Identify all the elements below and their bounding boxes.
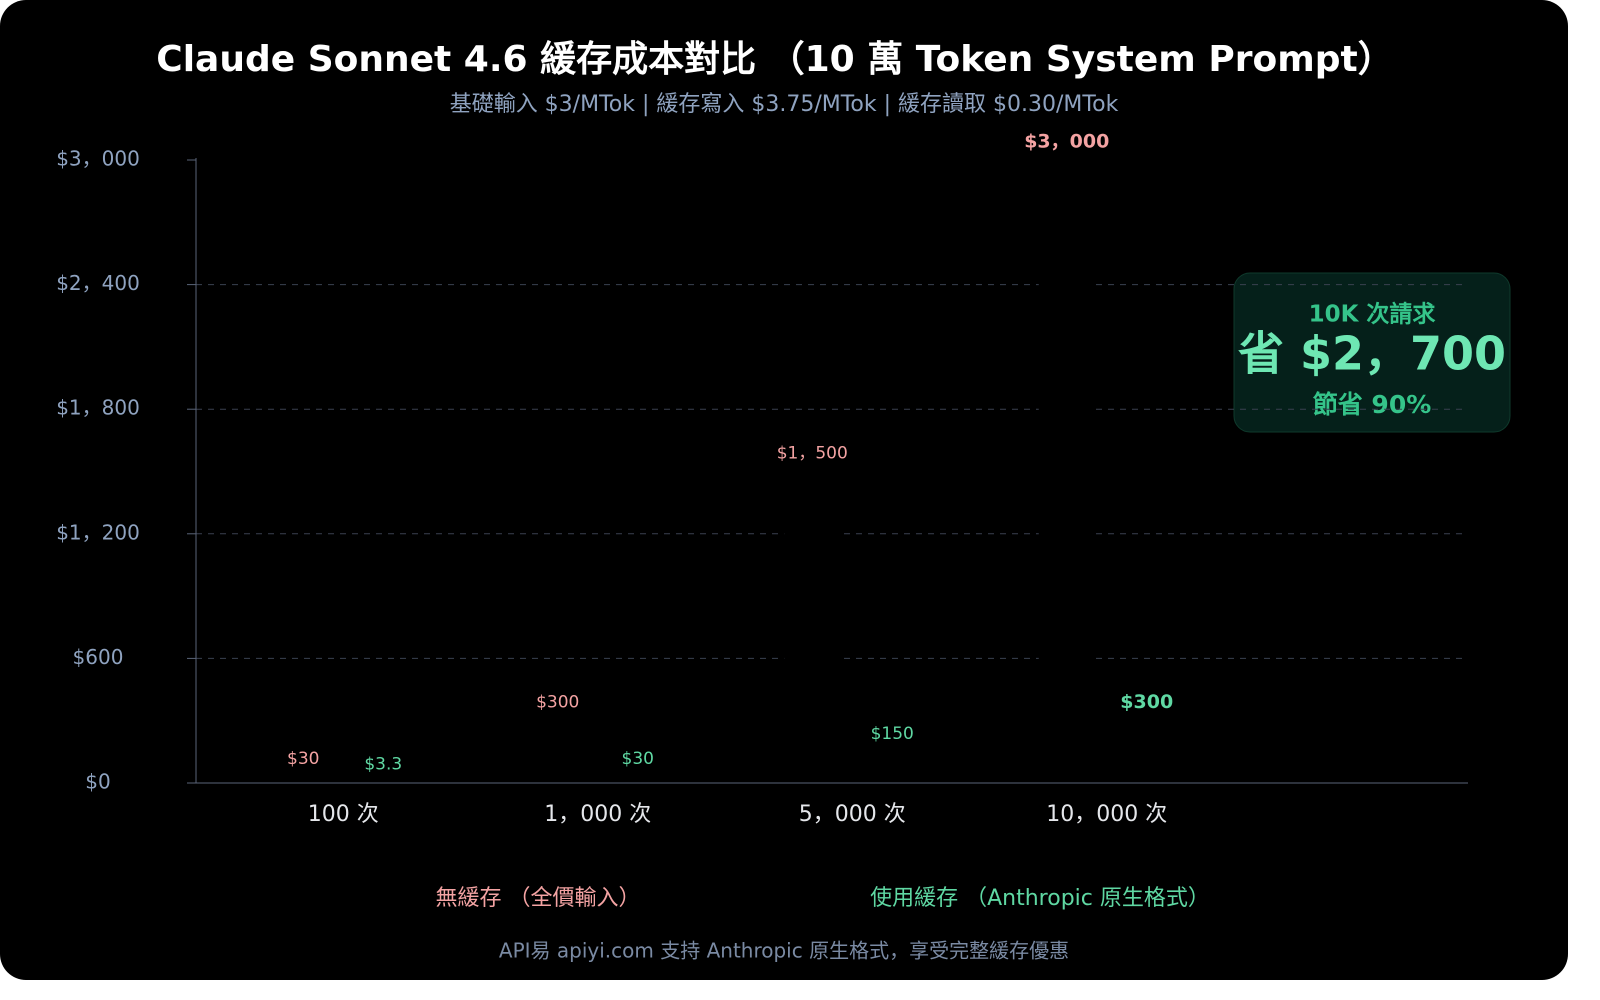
- value-label: $30: [622, 749, 654, 769]
- footer: API易 apiyi.com 支持 Anthropic 原生格式，享受完整緩存優…: [499, 939, 1069, 963]
- bar: [1038, 160, 1095, 783]
- value-label: $300: [1120, 691, 1173, 713]
- value-label: $1，500: [777, 444, 848, 464]
- bar: [864, 751, 921, 783]
- value-label: $300: [536, 693, 579, 713]
- chart-frame: Claude Sonnet 4.6 緩存成本對比 （10 萬 Token Sys…: [0, 0, 1568, 980]
- x-tick-label: 5，000 次: [799, 802, 906, 827]
- value-label: $3，000: [1024, 131, 1109, 153]
- chart-title: Claude Sonnet 4.6 緩存成本對比 （10 萬 Token Sys…: [156, 39, 1393, 80]
- y-tick-label: $1，200: [56, 520, 140, 544]
- bar: [784, 471, 841, 783]
- annotation-line: 節省 90%: [1313, 390, 1432, 419]
- bar: [1118, 720, 1175, 783]
- bar: [609, 776, 666, 783]
- y-tick-label: $0: [85, 770, 110, 794]
- y-tick-label: $3，000: [56, 147, 140, 171]
- legend-label: 使用緩存 （Anthropic 原生格式）: [870, 886, 1210, 911]
- value-label: $3.3: [364, 754, 402, 774]
- annotation-box: [1233, 272, 1511, 433]
- y-tick-label: $1，800: [56, 396, 140, 420]
- chart: Claude Sonnet 4.6 緩存成本對比 （10 萬 Token Sys…: [56, 39, 1511, 963]
- annotation-line: 10K 次請求: [1309, 301, 1436, 328]
- x-tick-label: 100 次: [308, 802, 379, 827]
- bar: [275, 776, 332, 783]
- y-tick-label: $600: [73, 645, 124, 669]
- y-tick-label: $2，400: [56, 271, 140, 295]
- value-label: $30: [287, 749, 319, 769]
- annotation-headline: 省 $2，700: [1238, 327, 1506, 381]
- x-tick-label: 10，000 次: [1046, 802, 1167, 827]
- x-tick-label: 1，000 次: [544, 802, 651, 827]
- bar: [529, 720, 586, 783]
- chart-subtitle: 基礎輸入 $3/MTok | 緩存寫入 $3.75/MTok | 緩存讀取 $0…: [450, 92, 1119, 117]
- value-label: $150: [871, 724, 914, 744]
- legend-label: 無緩存 （全價輸入）: [436, 886, 641, 911]
